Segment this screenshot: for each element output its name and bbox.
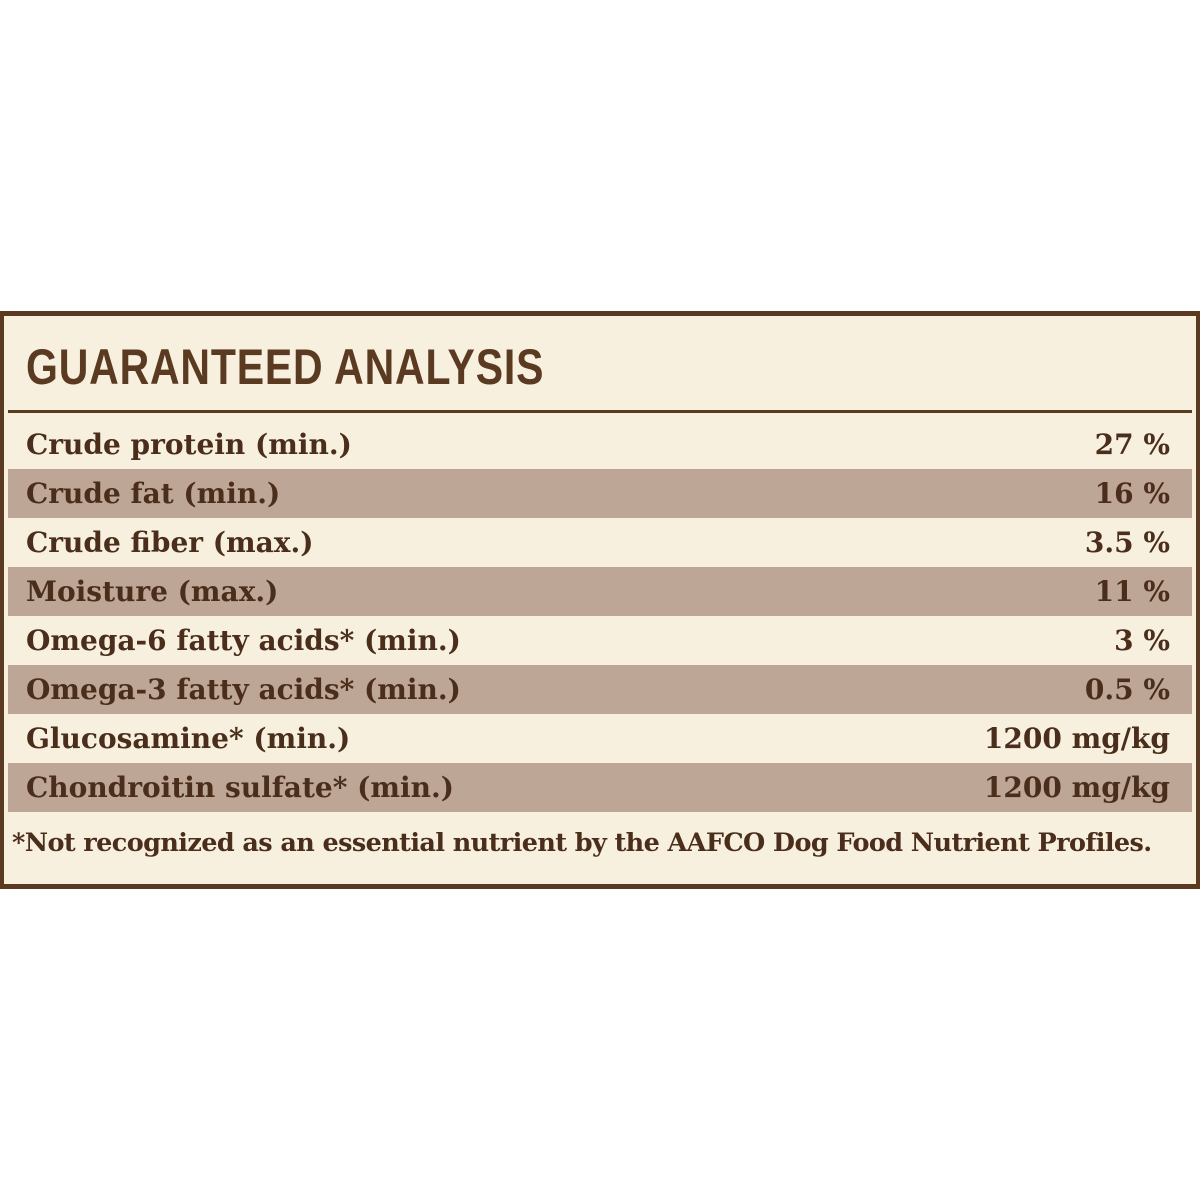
title: GUARANTEED ANALYSIS (26, 339, 545, 395)
nutrient-value: 27 % (1094, 428, 1170, 461)
nutrient-value: 3 % (1114, 624, 1170, 657)
footnote: *Not recognized as an essential nutrient… (12, 828, 1152, 858)
analysis-table: Crude protein (min.) 27 % Crude fat (min.)… (8, 420, 1192, 812)
table-row: Crude protein (min.) 27 % (8, 420, 1192, 469)
table-row: Crude fiber (max.) 3.5 % (8, 518, 1192, 567)
nutrient-name: Crude fiber (max.) (26, 526, 314, 559)
nutrient-name: Glucosamine* (min.) (26, 722, 351, 755)
table-row: Glucosamine* (min.) 1200 mg/kg (8, 714, 1192, 763)
table-row: Moisture (max.) 11 % (8, 567, 1192, 616)
analysis-panel: GUARANTEED ANALYSIS Crude protein (min.)… (0, 311, 1200, 889)
nutrient-name: Omega-6 fatty acids* (min.) (26, 624, 461, 657)
nutrient-name: Crude protein (min.) (26, 428, 352, 461)
table-row: Omega-6 fatty acids* (min.) 3 % (8, 616, 1192, 665)
nutrient-name: Moisture (max.) (26, 575, 279, 608)
nutrient-value: 0.5 % (1084, 673, 1170, 706)
nutrient-name: Crude fat (min.) (26, 477, 281, 510)
table-row: Chondroitin sulfate* (min.) 1200 mg/kg (8, 763, 1192, 812)
nutrient-value: 11 % (1094, 575, 1170, 608)
nutrient-value: 1200 mg/kg (983, 722, 1170, 755)
nutrient-name: Chondroitin sulfate* (min.) (26, 771, 454, 804)
nutrient-value: 1200 mg/kg (983, 771, 1170, 804)
table-row: Omega-3 fatty acids* (min.) 0.5 % (8, 665, 1192, 714)
nutrient-name: Omega-3 fatty acids* (min.) (26, 673, 461, 706)
table-row: Crude fat (min.) 16 % (8, 469, 1192, 518)
nutrient-value: 16 % (1094, 477, 1170, 510)
nutrient-value: 3.5 % (1084, 526, 1170, 559)
divider (8, 410, 1192, 413)
